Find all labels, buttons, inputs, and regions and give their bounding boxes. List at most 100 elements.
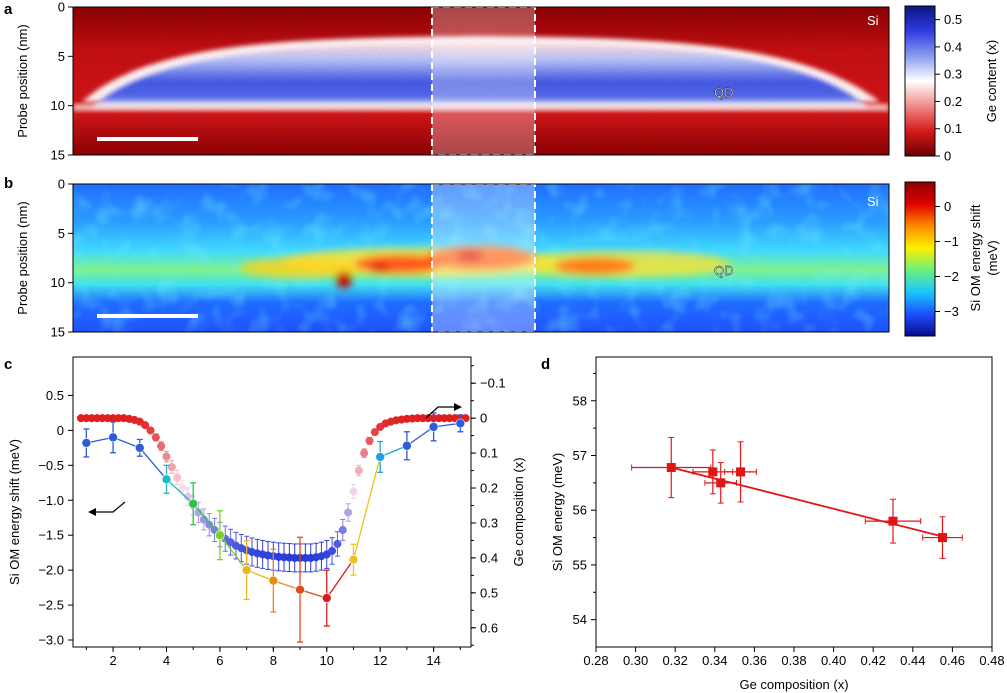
panel-b-map xyxy=(73,184,889,332)
panel-d-xtick-label: 0.42 xyxy=(861,653,886,668)
panel-c-xtick-label: 2 xyxy=(109,653,116,668)
panel-a-colorbar: 0 0.1 0.2 0.3 0.4 0.5 Ge content (x) xyxy=(904,5,999,164)
panel-b-si-label: Si xyxy=(867,194,879,209)
ge-point xyxy=(333,539,342,548)
panel-c-ytick-right-label: 0.5 xyxy=(480,585,498,600)
ge-point xyxy=(360,449,369,458)
panel-a-letter: a xyxy=(4,1,13,18)
colorbar-b-label-line1: Si OM energy shift xyxy=(968,204,983,311)
panel-d-point xyxy=(666,463,676,473)
panel-c-ylabel-right: Ge composition (x) xyxy=(511,457,526,566)
panel-c-ytick-label: 0 xyxy=(57,423,64,438)
ge-point xyxy=(146,426,155,435)
panel-c-ytick-right-label: 0 xyxy=(480,411,487,426)
panel-a-ylabel: Probe position (nm) xyxy=(15,24,30,137)
panel-b-letter: b xyxy=(4,175,13,192)
panel-d-ytick-label: 54 xyxy=(573,612,587,627)
ge-point xyxy=(162,452,171,461)
colorbar-b xyxy=(904,181,936,337)
panel-c-xtick-label: 12 xyxy=(373,653,387,668)
panel-c-xtick-label: 10 xyxy=(320,653,334,668)
panel-c-xtick-label: 4 xyxy=(163,653,170,668)
ge-point xyxy=(328,546,337,555)
panel-d-xtick-label: 0.32 xyxy=(663,653,688,668)
panel-c-xtick-label: 14 xyxy=(426,653,440,668)
panel-c-right-arrow xyxy=(425,403,462,419)
panel-c-frame xyxy=(72,356,472,648)
colorbar-tick-label: 0.1 xyxy=(944,121,962,136)
panel-c-axes: 2 4 6 8 10 12 14 0.5 0 −0.5 −1.0 −1.5 −2.0 −2.5 −3.0 −0… xyxy=(38,365,506,668)
panel-b-frame xyxy=(72,183,890,333)
ge-point xyxy=(354,466,363,475)
panel-d-series xyxy=(631,436,963,559)
panel-d-xtick-label: 0.46 xyxy=(940,653,965,668)
panel-c-ytick-label: −1.0 xyxy=(38,493,64,508)
colorbar-a-label: Ge content (x) xyxy=(984,40,999,122)
shift-line-segment xyxy=(326,559,355,599)
panel_b-ytick-label: 5 xyxy=(58,226,65,241)
panel-a-y-axis: 0 5 10 15 xyxy=(51,0,73,163)
ge-point xyxy=(365,436,374,445)
panel-d-ytick-label: 58 xyxy=(573,393,587,408)
panel-d-ytick-label: 55 xyxy=(573,557,587,572)
panel-c-ylabel: Si OM energy shift (meV) xyxy=(7,439,22,585)
panel-d-xtick-label: 0.40 xyxy=(821,653,846,668)
shift-point xyxy=(241,565,252,575)
colorbar-a-ticks: 0 0.1 0.2 0.3 0.4 0.5 xyxy=(935,12,962,164)
panel-c-ytick-label: 0.5 xyxy=(46,388,64,403)
panel-c-ge-series xyxy=(76,414,470,573)
panel-d-frame xyxy=(595,356,993,648)
ge-point xyxy=(157,442,166,451)
panel-d-xtick-label: 0.44 xyxy=(900,653,925,668)
shift-point xyxy=(295,584,305,595)
ge-point xyxy=(338,525,347,535)
panel-b: b Si QD 0 5 10 15 Probe position (nm) xyxy=(4,175,1000,340)
panel-d-ytick-label: 56 xyxy=(573,503,587,518)
colorbar-tick-label: −1 xyxy=(944,234,959,249)
panel-b-ylabel: Probe position (nm) xyxy=(15,201,30,314)
colorbar-tick-label: 0 xyxy=(944,149,951,164)
panel-a-qd-label: QD xyxy=(714,85,734,100)
ge-point xyxy=(151,433,160,442)
panel-c-ytick-right-label: 0.3 xyxy=(480,515,498,530)
panel-d-axes: 0.28 0.30 0.32 0.34 0.36 0.38 0.40 0.42 0.44 0.46… xyxy=(573,372,1005,668)
ge-point xyxy=(344,508,353,517)
panel_a-ytick-label: 15 xyxy=(51,148,65,163)
shift-line-segment xyxy=(139,447,167,480)
ge-point xyxy=(141,421,150,430)
shift-point xyxy=(81,438,92,448)
panel-c-ytick-right-label: 0.4 xyxy=(480,550,498,565)
ge-point xyxy=(349,487,358,496)
panel-d-point xyxy=(708,467,718,477)
shift-point xyxy=(161,474,172,485)
shift-line-segment xyxy=(379,445,408,458)
panel-d-xtick-label: 0.30 xyxy=(623,653,648,668)
colorbar-tick-label: 0.2 xyxy=(944,94,962,109)
shift-line-segment xyxy=(219,534,248,571)
panel-d: d 0.28 0.30 0.32 0.34 0.36 0.38 0.40 0.42 0.44 0.… xyxy=(541,356,1005,692)
shift-point xyxy=(375,452,385,462)
panel-c-shift-series xyxy=(81,412,466,643)
panel-d-point xyxy=(938,533,947,543)
panel-c-ytick-right-label: 0.1 xyxy=(480,446,498,461)
shift-line-segment xyxy=(166,478,194,505)
panel-c-ytick-right-label: 0.2 xyxy=(480,481,498,496)
panel-c-ytick-label: −2.0 xyxy=(38,563,64,578)
panel-c-left-arrow xyxy=(88,501,126,516)
shift-point xyxy=(402,440,412,451)
panel-d-ylabel: Si OM energy (meV) xyxy=(550,453,565,571)
panel-d-xtick-label: 0.36 xyxy=(742,653,767,668)
panel-c-ytick-label: −0.5 xyxy=(38,458,64,473)
panel_b-ytick-label: 10 xyxy=(51,275,65,290)
panel-d-fit-line xyxy=(671,466,943,538)
panel-c-ytick-right-label: −0.1 xyxy=(480,376,506,391)
panel-c-ytick-label: −2.5 xyxy=(38,598,64,613)
panel-b-highlight-box xyxy=(431,183,536,333)
panel-b-y-axis: 0 5 10 15 xyxy=(51,177,73,340)
panel-c: c 2 4 6 8 10 12 14 0.5 0 −0.5 −1.0 −1.5 −2.0 −2.5 −3.0… xyxy=(4,356,526,668)
colorbar-a xyxy=(904,5,936,157)
ge-point xyxy=(173,473,182,482)
panel_a-ytick-label: 5 xyxy=(58,49,65,64)
colorbar-tick-label: −3 xyxy=(944,304,959,319)
